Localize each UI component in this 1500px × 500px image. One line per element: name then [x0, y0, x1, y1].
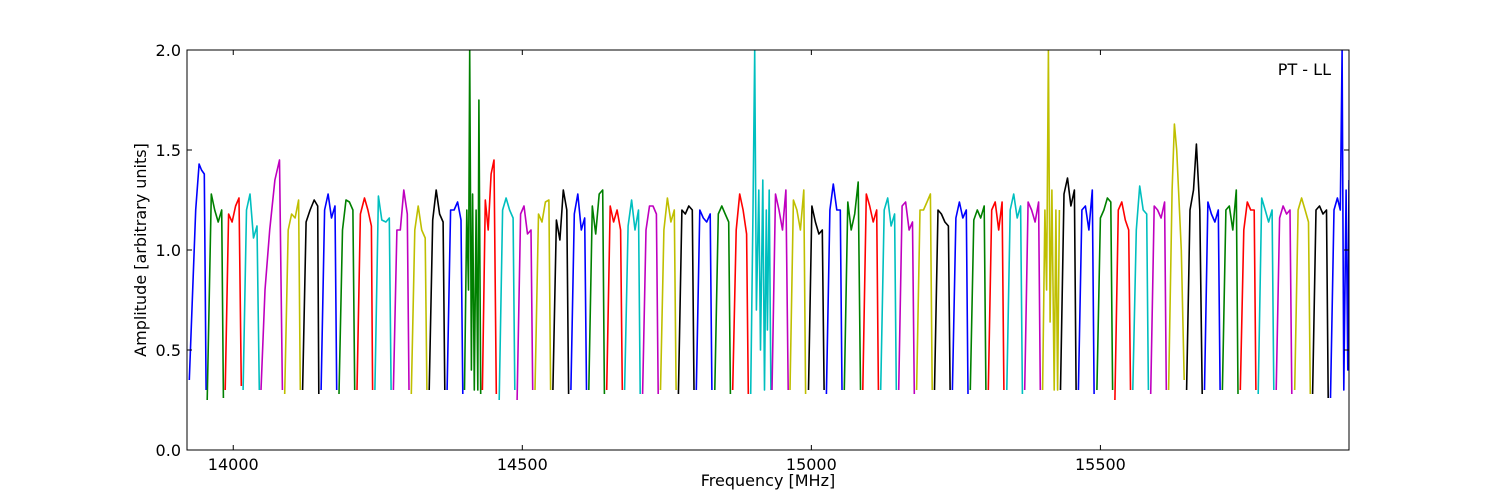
x-axis-label: Frequency [MHz] — [701, 471, 835, 490]
channel-series-line-4 — [242, 193, 261, 391]
channel-series-line-57 — [1203, 201, 1221, 391]
channel-series-line-3 — [224, 197, 243, 391]
channel-series-line-58 — [1221, 189, 1239, 395]
channel-series-line-10 — [356, 197, 374, 391]
annotation-label: PT - LL — [1278, 60, 1331, 79]
channel-series-line-30 — [714, 205, 732, 395]
channel-series-line-14 — [428, 189, 446, 391]
channel-series-line-24 — [605, 205, 624, 391]
channel-series-line-20 — [534, 199, 552, 391]
channel-series-line-22 — [570, 193, 588, 391]
channel-series-line-50 — [1077, 189, 1095, 395]
channel-series-line-7 — [301, 199, 320, 395]
channel-series-line-54 — [1149, 201, 1168, 395]
y-axis-ticks: 0.0 0.5 1.0 1.5 2.0 — [156, 41, 1349, 460]
channel-series-line-36 — [825, 183, 843, 395]
channel-series-line-51 — [1096, 197, 1114, 391]
y-tick-label: 0.0 — [156, 441, 181, 460]
channel-series-line-62 — [1293, 197, 1312, 395]
channel-series-line-34 — [789, 189, 807, 395]
channel-series-line-60 — [1257, 197, 1275, 395]
channel-series-line-28 — [677, 205, 695, 395]
channel-series-line-43 — [951, 201, 969, 395]
channel-series-line-27 — [659, 197, 677, 391]
channel-series-line-5 — [260, 159, 284, 391]
channel-series-line-55 — [1167, 123, 1185, 391]
channel-series-line-63 — [1311, 205, 1329, 399]
channel-series-line-33 — [771, 189, 789, 391]
y-tick-label: 0.5 — [156, 341, 181, 360]
channel-series-line-12 — [392, 189, 410, 391]
channel-series-line-53 — [1132, 185, 1150, 391]
channel-series-line-59 — [1239, 201, 1257, 391]
channel-series-line-15 — [446, 201, 464, 395]
channel-series-line-38 — [862, 193, 880, 391]
channel-series-line-44 — [969, 205, 987, 391]
x-tick-label: 14000 — [208, 455, 259, 474]
channel-series-line-46 — [1006, 193, 1024, 395]
channel-series-line-41 — [915, 193, 933, 391]
channel-series-line-47 — [1023, 201, 1042, 391]
x-axis-ticks: 14000 14500 15000 15500 — [208, 50, 1126, 474]
channel-series-line-16 — [463, 50, 482, 395]
channel-series-line-45 — [987, 201, 1005, 391]
channel-series-line-18 — [498, 197, 516, 401]
channel-series-line-35 — [807, 205, 825, 391]
x-tick-label: 15500 — [1075, 455, 1126, 474]
channel-series-line-56 — [1185, 143, 1203, 395]
channel-series-line-42 — [933, 209, 951, 391]
channel-series-line-9 — [338, 199, 356, 395]
channel-series-line-17 — [481, 159, 498, 395]
y-axis-label: Amplitude [arbitrary units] — [131, 143, 150, 357]
channel-series-line-21 — [552, 189, 570, 395]
channel-series-line-39 — [879, 197, 898, 391]
y-tick-label: 2.0 — [156, 41, 181, 60]
series-layer — [188, 50, 1349, 401]
channel-series-line-32 — [749, 50, 772, 395]
channel-series-line-29 — [695, 209, 713, 391]
channel-series-line-1 — [188, 163, 207, 391]
channel-series-line-48 — [1041, 50, 1061, 391]
x-tick-label: 15000 — [786, 455, 837, 474]
channel-series-line-13 — [410, 205, 428, 395]
channel-series-line-49 — [1059, 177, 1077, 391]
channel-series-line-64 — [1329, 50, 1349, 399]
channel-series-line-26 — [641, 205, 659, 395]
channel-series-line-52 — [1114, 201, 1132, 401]
x-tick-label: 14500 — [497, 455, 548, 474]
channel-series-line-2 — [206, 193, 225, 401]
channel-series-line-37 — [843, 181, 862, 391]
channel-series-line-31 — [731, 193, 750, 395]
channel-series-line-40 — [897, 201, 916, 395]
channel-series-line-23 — [588, 189, 606, 395]
channel-series-line-6 — [283, 199, 302, 395]
channel-series-line-61 — [1275, 205, 1293, 395]
channel-series-line-11 — [374, 195, 392, 391]
y-tick-label: 1.5 — [156, 141, 181, 160]
channel-series-line-25 — [623, 199, 641, 395]
channel-series-line-8 — [320, 193, 338, 391]
channel-series-line-19 — [516, 205, 534, 401]
y-tick-label: 1.0 — [156, 241, 181, 260]
